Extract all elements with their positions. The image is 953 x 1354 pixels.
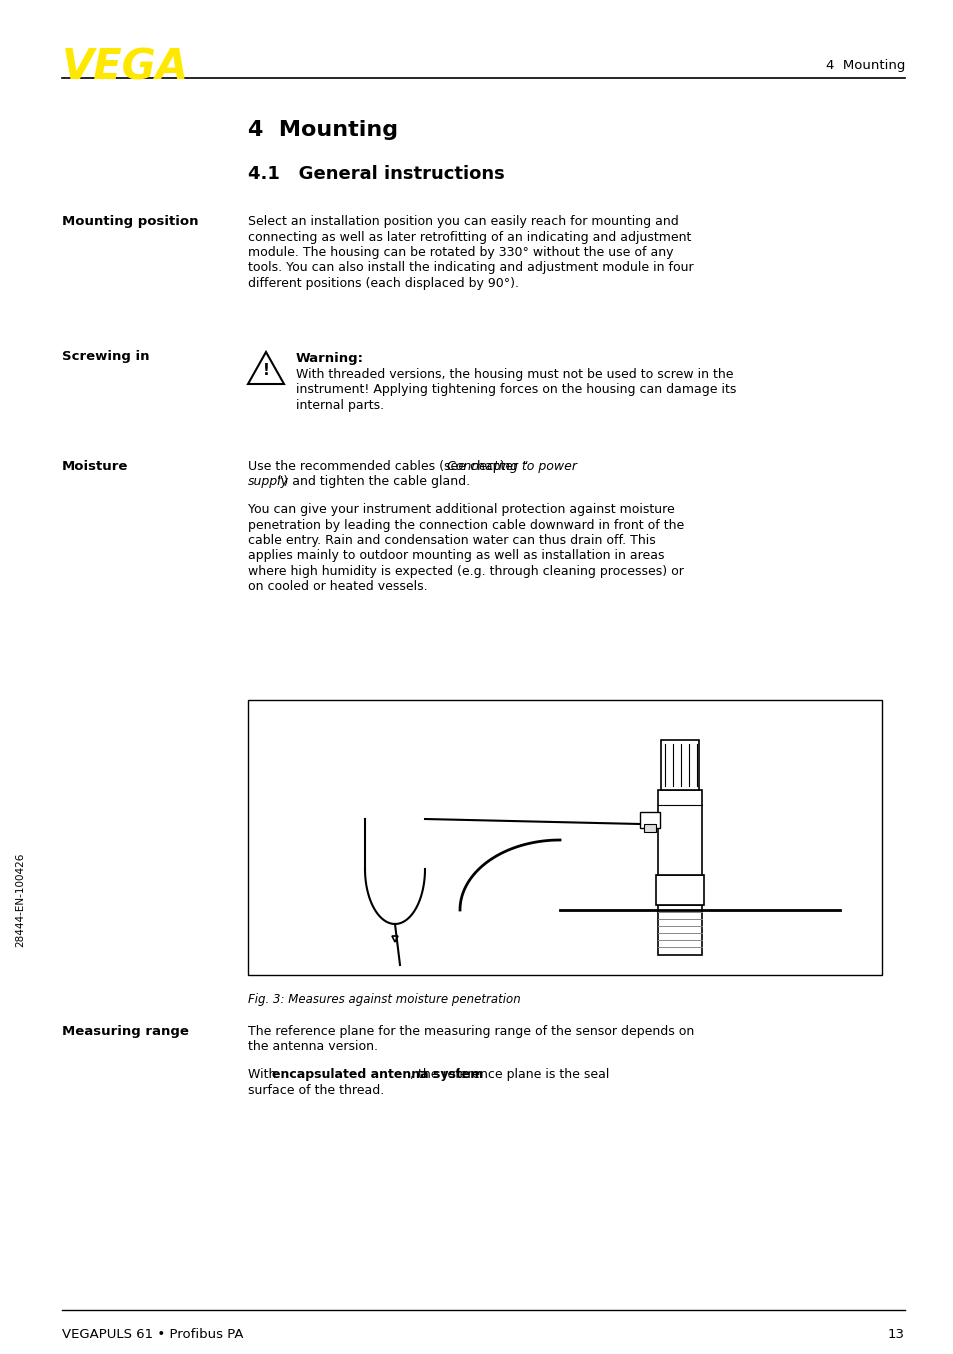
Text: Warning:: Warning: — [295, 352, 364, 366]
Bar — [660, 741, 699, 789]
Text: VEGA: VEGA — [62, 47, 189, 89]
Text: internal parts.: internal parts. — [295, 399, 384, 412]
Text: ”) and tighten the cable gland.: ”) and tighten the cable gland. — [276, 475, 470, 489]
Bar — [656, 875, 703, 904]
Text: penetration by leading the connection cable downward in front of the: penetration by leading the connection ca… — [248, 519, 683, 532]
Text: Use the recommended cables (see chapter “: Use the recommended cables (see chapter … — [248, 460, 528, 473]
Text: !: ! — [262, 363, 269, 378]
Text: Mounting position: Mounting position — [62, 215, 198, 227]
Bar — [639, 812, 659, 829]
Text: instrument! Applying tightening forces on the housing can damage its: instrument! Applying tightening forces o… — [295, 383, 736, 397]
Text: on cooled or heated vessels.: on cooled or heated vessels. — [248, 581, 427, 593]
Bar — [248, 700, 882, 975]
Text: applies mainly to outdoor mounting as well as installation in areas: applies mainly to outdoor mounting as we… — [248, 550, 664, 562]
Text: 4  Mounting: 4 Mounting — [248, 121, 397, 139]
Text: cable entry. Rain and condensation water can thus drain off. This: cable entry. Rain and condensation water… — [248, 533, 655, 547]
Text: , the reference plane is the seal: , the reference plane is the seal — [410, 1068, 608, 1080]
Text: 4  Mounting: 4 Mounting — [824, 58, 904, 72]
Text: VEGAPULS 61 • Profibus PA: VEGAPULS 61 • Profibus PA — [62, 1328, 243, 1340]
Text: connecting as well as later retrofitting of an indicating and adjustment: connecting as well as later retrofitting… — [248, 230, 691, 244]
Text: Fig. 3: Measures against moisture penetration: Fig. 3: Measures against moisture penetr… — [248, 992, 520, 1006]
Text: supply: supply — [248, 475, 289, 489]
Text: where high humidity is expected (e.g. through cleaning processes) or: where high humidity is expected (e.g. th… — [248, 565, 683, 578]
Text: Connecting to power: Connecting to power — [446, 460, 577, 473]
Text: 13: 13 — [887, 1328, 904, 1340]
Text: With: With — [248, 1068, 280, 1080]
Bar — [643, 825, 656, 831]
Text: Select an installation position you can easily reach for mounting and: Select an installation position you can … — [248, 215, 678, 227]
Text: Screwing in: Screwing in — [62, 349, 150, 363]
Text: surface of the thread.: surface of the thread. — [248, 1083, 384, 1097]
Text: The reference plane for the measuring range of the sensor depends on: The reference plane for the measuring ra… — [248, 1025, 694, 1039]
Text: 4.1   General instructions: 4.1 General instructions — [248, 165, 504, 183]
Text: the antenna version.: the antenna version. — [248, 1040, 377, 1053]
Text: module. The housing can be rotated by 330° without the use of any: module. The housing can be rotated by 33… — [248, 246, 673, 259]
Text: With threaded versions, the housing must not be used to screw in the: With threaded versions, the housing must… — [295, 368, 733, 380]
Bar — [658, 789, 701, 875]
Text: Moisture: Moisture — [62, 460, 129, 473]
Text: encapsulated antenna system: encapsulated antenna system — [272, 1068, 483, 1080]
Text: different positions (each displaced by 90°).: different positions (each displaced by 9… — [248, 278, 518, 290]
Text: You can give your instrument additional protection against moisture: You can give your instrument additional … — [248, 502, 674, 516]
Text: 28444-EN-100426: 28444-EN-100426 — [15, 853, 25, 948]
Text: Measuring range: Measuring range — [62, 1025, 189, 1039]
Bar — [658, 904, 701, 955]
Text: tools. You can also install the indicating and adjustment module in four: tools. You can also install the indicati… — [248, 261, 693, 275]
